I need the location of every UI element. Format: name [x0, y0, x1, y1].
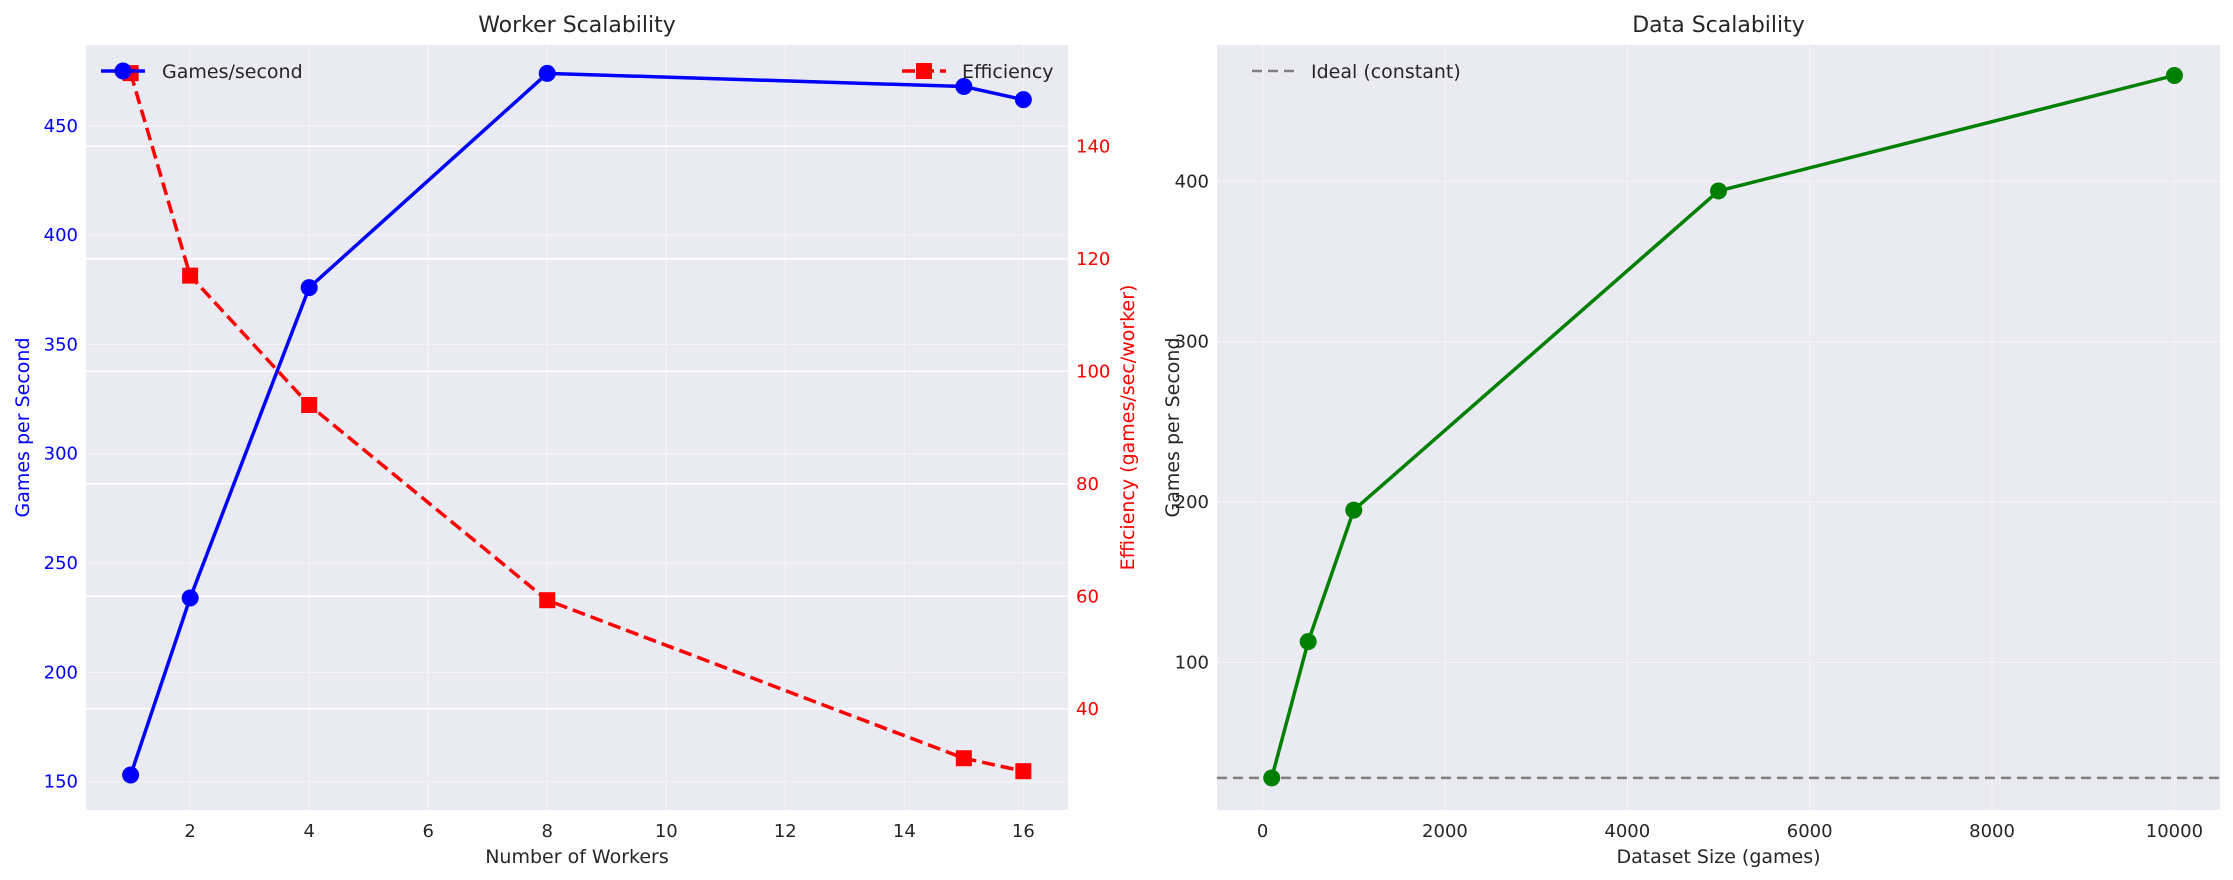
data-point: [2165, 66, 2183, 84]
x-tick-label: 4: [303, 821, 314, 842]
y-tick-label-right: 40: [1076, 699, 1099, 720]
x-tick-label: 0: [1257, 821, 1268, 842]
x-tick-label: 8000: [1969, 821, 2015, 842]
chart-title: Data Scalability: [1632, 13, 1805, 38]
y-tick-label-right: 100: [1076, 361, 1110, 382]
legend-marker: [114, 62, 132, 80]
data-scalability-chart: 0 2000 4000 6000 8000 10000 100 200 300 400 Data S…: [1162, 13, 2220, 868]
data-point: [538, 64, 556, 82]
x-axis-label: Number of Workers: [485, 846, 669, 868]
x-tick-label: 6000: [1787, 821, 1833, 842]
series-games-per-second: [1263, 66, 2183, 787]
data-point: [1263, 769, 1281, 787]
series-games-per-second: [122, 64, 1032, 784]
y-tick-label: 100: [1175, 652, 1209, 673]
y-tick-label: 300: [1175, 332, 1209, 353]
y-tick-label-left: 150: [44, 772, 78, 793]
x-tick-label: 16: [1012, 821, 1035, 842]
x-tick-label: 4000: [1604, 821, 1650, 842]
y-axis-label-left: Games per Second: [12, 337, 34, 517]
y-tick-label-left: 450: [44, 116, 78, 137]
legend-label: Efficiency: [962, 61, 1054, 83]
y-tick-label-right: 140: [1076, 136, 1110, 157]
legend-marker: [916, 63, 932, 79]
data-point: [182, 267, 199, 284]
tick-labels: 0 2000 4000 6000 8000 10000 100 200 300 400: [1175, 171, 2203, 842]
x-tick-label: 6: [422, 821, 433, 842]
data-point: [1299, 633, 1317, 651]
y-tick-label: 200: [1175, 492, 1209, 513]
chart-title: Worker Scalability: [478, 13, 676, 38]
x-tick-label: 10000: [2146, 821, 2203, 842]
legend-games-per-second: Games/second: [101, 61, 303, 83]
y-tick-label-left: 350: [44, 334, 78, 355]
data-point: [122, 766, 140, 784]
legend-label: Games/second: [162, 61, 303, 83]
x-tick-label: 2000: [1422, 821, 1468, 842]
data-point: [539, 592, 556, 609]
data-point: [955, 750, 972, 767]
tick-labels: 2 4 6 8 10 12 14 16 150 200 250 300 350 400 450 40 60 80 1…: [44, 116, 1111, 842]
x-axis-label: Dataset Size (games): [1616, 846, 1820, 868]
series-efficiency: [122, 65, 1032, 780]
y-tick-label-left: 300: [44, 444, 78, 465]
y-tick-label-right: 60: [1076, 586, 1099, 607]
gridlines: [86, 45, 1068, 810]
data-point: [955, 78, 973, 96]
worker-scalability-chart: 2 4 6 8 10 12 14 16 150 200 250 300 350 400 450 40 60 80 1…: [12, 13, 1139, 868]
legend-label: Ideal (constant): [1311, 61, 1461, 83]
data-point: [300, 279, 318, 297]
y-tick-label-left: 200: [44, 662, 78, 683]
series-line: [128, 71, 1024, 776]
y-tick-label-right: 80: [1076, 474, 1099, 495]
data-point: [301, 397, 318, 413]
legend-efficiency: Efficiency: [902, 61, 1054, 83]
data-point: [1345, 501, 1363, 519]
legend-ideal: Ideal (constant): [1252, 61, 1461, 83]
data-point: [181, 589, 199, 607]
data-point: [1710, 182, 1727, 200]
series-line: [128, 72, 1024, 773]
y-axis-label: Games per Second: [1162, 337, 1184, 517]
y-axis-label-right: Efficiency (games/sec/worker): [1117, 285, 1139, 571]
y-tick-label-left: 400: [44, 225, 78, 246]
data-point: [1014, 91, 1032, 109]
x-tick-label: 2: [184, 821, 195, 842]
x-tick-label: 8: [542, 821, 553, 842]
x-tick-label: 12: [774, 821, 797, 842]
x-tick-label: 10: [655, 821, 678, 842]
y-tick-label: 400: [1175, 171, 1209, 192]
data-point: [1015, 763, 1032, 780]
gridlines: [1217, 45, 2220, 810]
y-tick-label-right: 120: [1076, 249, 1110, 270]
plot-area: [86, 45, 1068, 810]
x-tick-label: 14: [893, 821, 916, 842]
plot-area: [1217, 45, 2220, 810]
y-tick-label-left: 250: [44, 553, 78, 574]
